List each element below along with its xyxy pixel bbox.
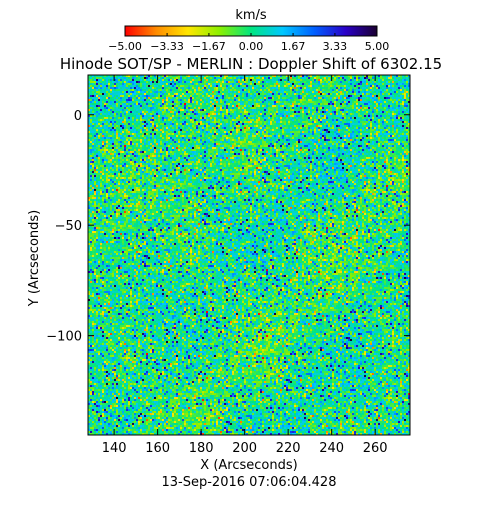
colorbar-tick-label: −3.33	[150, 40, 184, 53]
x-tick-label: 180	[189, 441, 214, 456]
timestamp: 13-Sep-2016 07:06:04.428	[162, 475, 337, 490]
plot-frame	[87, 74, 411, 436]
chart-title: Hinode SOT/SP - MERLIN : Doppler Shift o…	[60, 55, 442, 73]
x-axis-ticks: 140 160 180 200 220 240 260	[102, 75, 388, 456]
colorbar-tick-label: 5.00	[365, 40, 390, 53]
x-tick-label: 200	[232, 441, 257, 456]
colorbar-ticks: −5.00 −3.33 −1.67 0.00 1.67 3.33 5.00	[108, 33, 389, 53]
doppler-field-image	[88, 75, 410, 435]
x-tick-label: 260	[363, 441, 388, 456]
colorbar-tick-label: 3.33	[323, 40, 348, 53]
colorbar-tick-label: −1.67	[192, 40, 226, 53]
x-tick-label: 140	[102, 441, 127, 456]
y-axis-label: Y (Arcseconds)	[27, 210, 42, 307]
colorbar-tick-label: 1.67	[281, 40, 306, 53]
colorbar-label: km/s	[235, 8, 267, 23]
x-tick-label: 240	[319, 441, 344, 456]
colorbar-tick-label: 0.00	[239, 40, 264, 53]
colorbar-tick-label: −5.00	[108, 40, 142, 53]
x-tick-label: 160	[145, 441, 170, 456]
y-axis-ticks: 0 −50 −100	[46, 109, 410, 345]
heatmap-field	[88, 75, 410, 435]
y-tick-label: −100	[46, 330, 82, 345]
colorbar: km/s −5.00 −3.33 −1.67 0.00 1.67 3.33 5.00	[108, 8, 389, 53]
x-axis-label: X (Arcseconds)	[200, 458, 297, 473]
y-tick-label: 0	[74, 109, 82, 124]
x-tick-label: 220	[276, 441, 301, 456]
y-tick-label: −50	[55, 219, 82, 234]
